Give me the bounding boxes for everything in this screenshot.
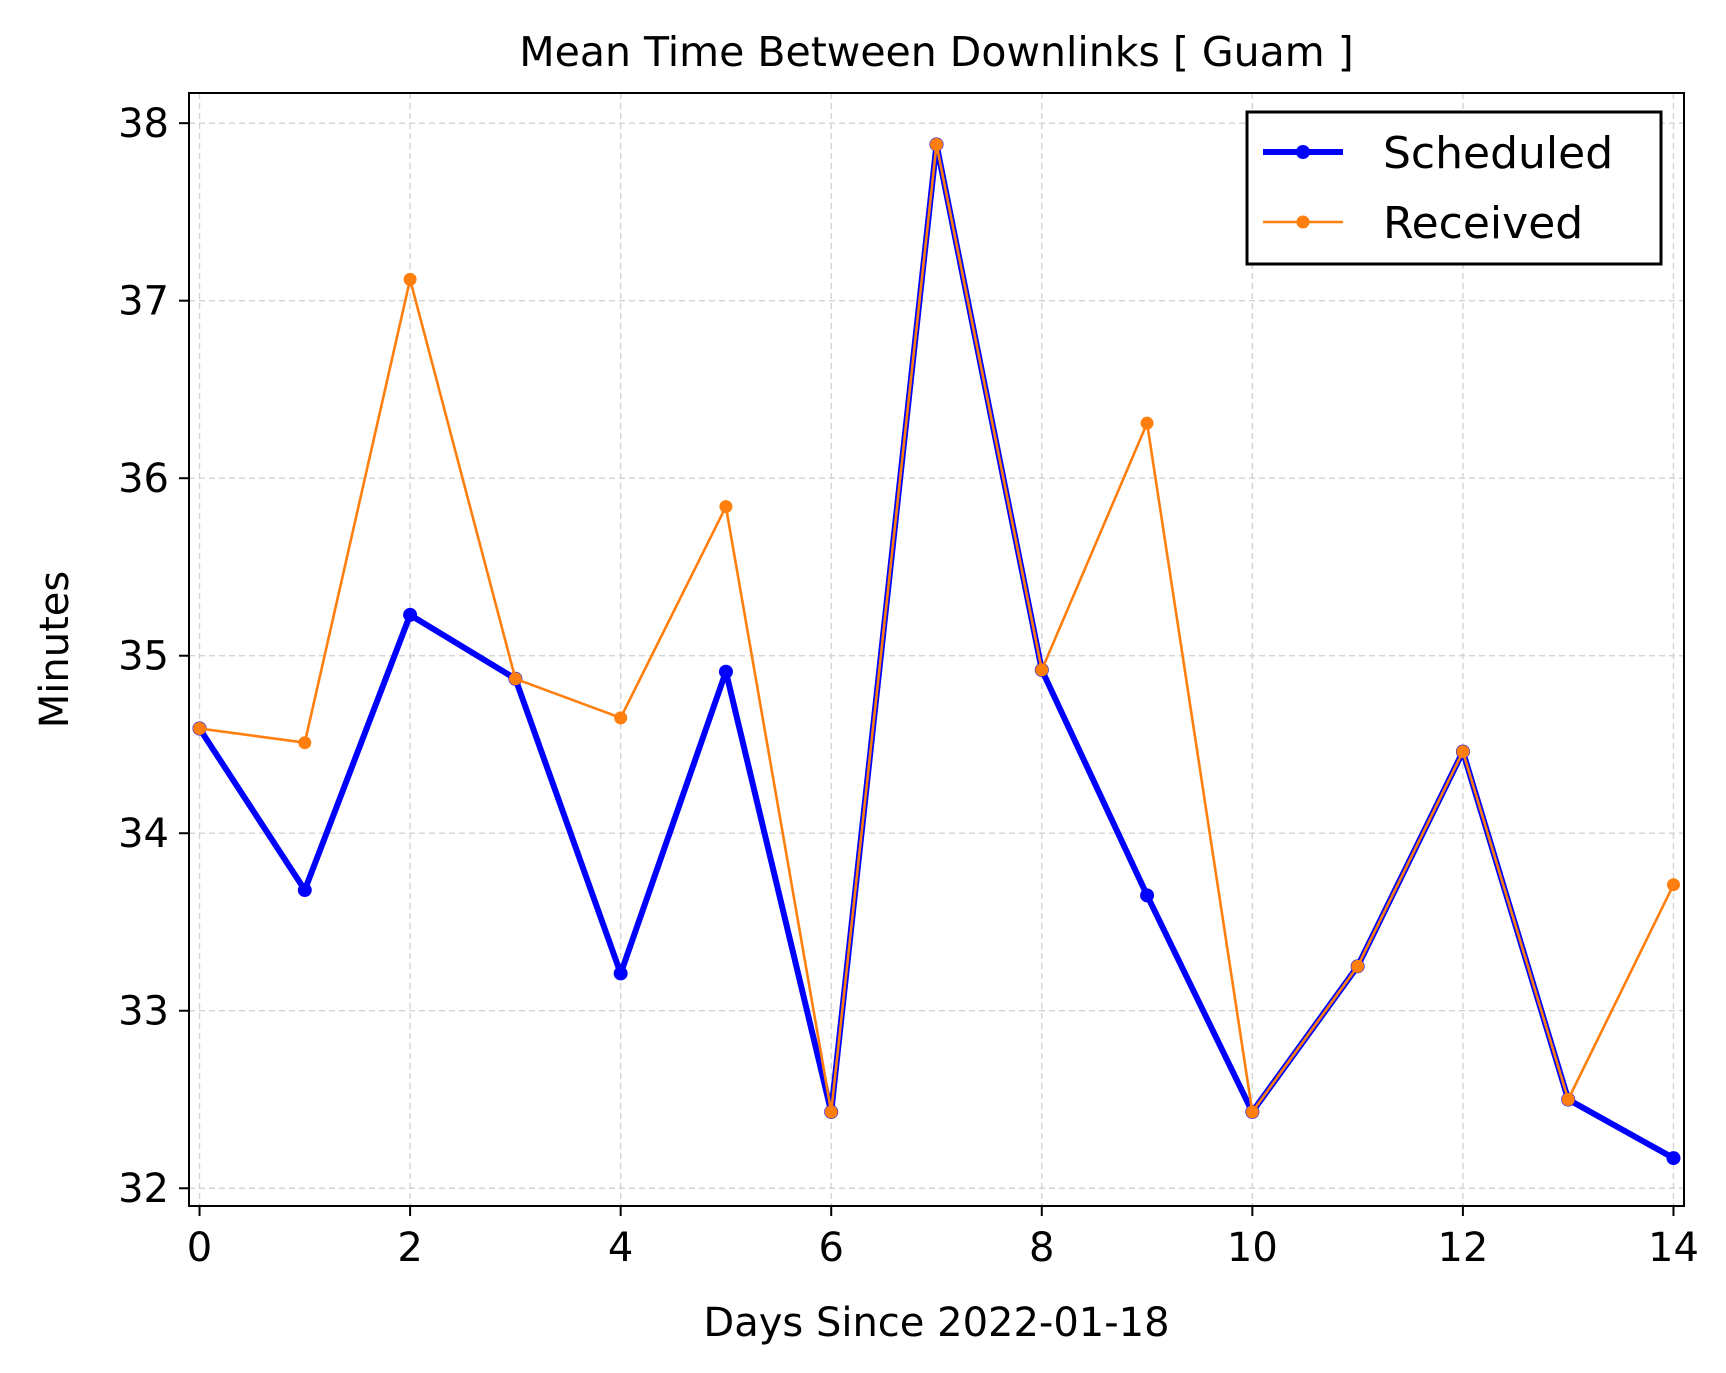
y-tick-label: 33 <box>118 989 169 1035</box>
data-point-received <box>1351 959 1365 973</box>
series-layer <box>192 137 1681 1166</box>
legend-label: Scheduled <box>1383 128 1613 179</box>
y-tick-label: 38 <box>118 101 169 147</box>
legend-box <box>1245 110 1663 266</box>
y-axis-label: Minutes <box>32 571 78 728</box>
data-point-received <box>193 721 207 735</box>
data-point-received <box>719 500 733 514</box>
data-point-received <box>1666 878 1680 892</box>
data-point-scheduled <box>403 607 418 622</box>
plot-frame <box>188 92 1685 1207</box>
data-point-scheduled <box>718 664 733 679</box>
data-point-received <box>1035 663 1049 677</box>
legend: Scheduled Received <box>1245 110 1663 266</box>
data-point-received <box>824 1105 838 1119</box>
data-point-received <box>614 711 628 725</box>
y-tick-label: 36 <box>118 456 169 502</box>
data-point-scheduled <box>1140 888 1155 903</box>
x-tick-label: 0 <box>187 1225 212 1271</box>
data-point-received <box>403 272 417 286</box>
ticks: 0 2 4 6 8 10 12 14 32 33 34 35 36 37 38 <box>118 101 1699 1271</box>
x-tick-label: 8 <box>1029 1225 1054 1271</box>
data-point-received <box>1245 1105 1259 1119</box>
x-tick-label: 14 <box>1648 1225 1699 1271</box>
data-point-received <box>930 137 943 151</box>
chart-title: Mean Time Between Downlinks [ Guam ] <box>519 28 1354 76</box>
y-tick-label: 35 <box>118 634 169 680</box>
data-point-received <box>1140 416 1154 430</box>
legend-entries: Scheduled Received <box>1263 128 1613 249</box>
x-tick-label: 12 <box>1437 1225 1488 1271</box>
x-tick-label: 6 <box>818 1225 843 1271</box>
data-point-scheduled <box>1666 1151 1681 1166</box>
data-point-received <box>1456 745 1470 759</box>
x-tick-label: 2 <box>397 1225 422 1271</box>
y-tick-label: 37 <box>118 279 169 325</box>
legend-marker <box>1296 215 1310 229</box>
x-axis-label: Days Since 2022-01-18 <box>703 1300 1169 1346</box>
legend-label: Received <box>1383 198 1583 249</box>
data-point-received <box>508 672 522 686</box>
x-tick-label: 10 <box>1227 1225 1278 1271</box>
y-tick-label: 34 <box>118 811 169 857</box>
legend-marker <box>1296 145 1310 159</box>
y-tick-label: 32 <box>118 1166 169 1212</box>
x-tick-label: 4 <box>608 1225 633 1271</box>
data-point-scheduled <box>297 883 312 898</box>
data-point-received <box>1561 1092 1575 1106</box>
data-point-scheduled <box>613 966 628 981</box>
data-point-received <box>298 736 312 750</box>
